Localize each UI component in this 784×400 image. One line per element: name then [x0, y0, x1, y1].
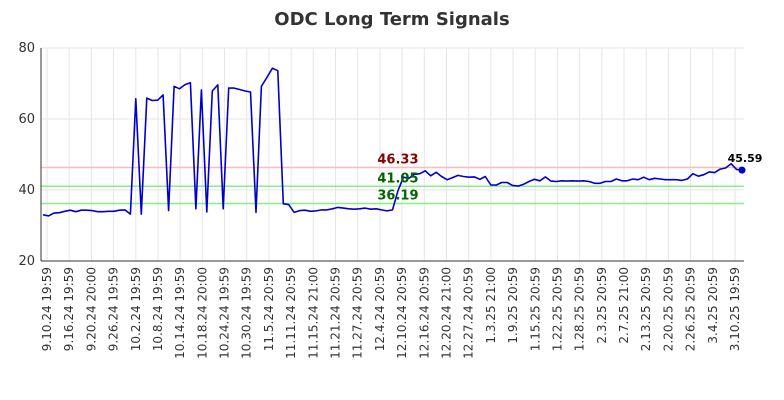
- series: [42, 67, 746, 217]
- x-tick-label: 2.7.25 21:00: [617, 267, 631, 344]
- chart-title: ODC Long Term Signals: [274, 9, 509, 30]
- x-tick-label: 12.20.24 21:00: [439, 267, 453, 359]
- x-tick-label: 1.28.25 20:59: [573, 267, 587, 351]
- x-tick-label: 1.3.25 21:00: [484, 267, 498, 344]
- x-tick-label: 11.11.24 20:59: [284, 267, 298, 359]
- x-tick-label: 2.3.25 20:59: [595, 267, 609, 344]
- x-tick-label: 1.9.25 20:59: [506, 267, 520, 344]
- x-tick-label: 10.8.24 19:59: [151, 267, 165, 351]
- y-tick-label: 40: [18, 183, 35, 198]
- x-tick-label: 10.14.24 19:59: [173, 267, 187, 359]
- labels: 46.33 41.05 36.19 45.59: [377, 152, 762, 203]
- x-tick-label: 10.2.24 19:59: [129, 267, 143, 351]
- series-line-odc: [42, 67, 743, 217]
- level-label-resistance: 46.33: [377, 153, 418, 168]
- x-tick-label: 9.16.24 19:59: [62, 267, 76, 351]
- level-label-support-2: 36.19: [377, 189, 418, 204]
- last-point-marker: [738, 166, 746, 174]
- level-label-support-1: 41.05: [377, 171, 418, 186]
- x-tick-label: 1.15.25 20:59: [528, 267, 542, 351]
- x-tick-label: 11.5.24 20:59: [262, 267, 276, 351]
- x-tick-label: 12.27.24 20:59: [462, 267, 476, 359]
- x-tick-label: 3.4.25 20:59: [706, 267, 720, 344]
- grid: [41, 47, 744, 262]
- x-tick-label: 11.21.24 20:59: [329, 267, 343, 359]
- x-tick-label: 1.22.25 20:59: [550, 267, 564, 351]
- y-tick-label: 80: [18, 41, 35, 56]
- level-lines: [41, 166, 744, 205]
- x-tick-label: 12.16.24 20:59: [417, 267, 431, 359]
- last-value-label: 45.59: [728, 152, 763, 165]
- x-tick-label: 9.20.24 20:00: [84, 267, 98, 351]
- x-tick-label: 2.20.25 20:59: [661, 267, 675, 351]
- x-tick-label: 10.24.24 19:59: [218, 267, 232, 359]
- axes: 20 40 60 80 9.10.24 19:59 9.16.24 19:59 9.20.2…: [18, 41, 744, 359]
- x-tick-label: 2.13.25 20:59: [639, 267, 653, 351]
- x-tick-label: 11.27.24 20:59: [351, 267, 365, 359]
- x-tick-label: 3.10.25 19:59: [728, 267, 742, 351]
- x-tick-label: 10.18.24 20:00: [195, 267, 209, 359]
- x-tick-label: 10.30.24 19:59: [240, 267, 254, 359]
- x-tick-label: 2.26.25 20:59: [684, 267, 698, 351]
- x-tick-label: 12.10.24 20:59: [395, 267, 409, 359]
- x-tick-label: 12.4.24 20:59: [373, 267, 387, 351]
- y-tick-label: 20: [18, 254, 35, 269]
- x-tick-label: 11.15.24 21:00: [306, 267, 320, 359]
- y-tick-label: 60: [18, 112, 35, 127]
- x-tick-label: 9.10.24 19:59: [40, 267, 54, 351]
- x-tick-label: 9.26.24 19:59: [107, 267, 121, 351]
